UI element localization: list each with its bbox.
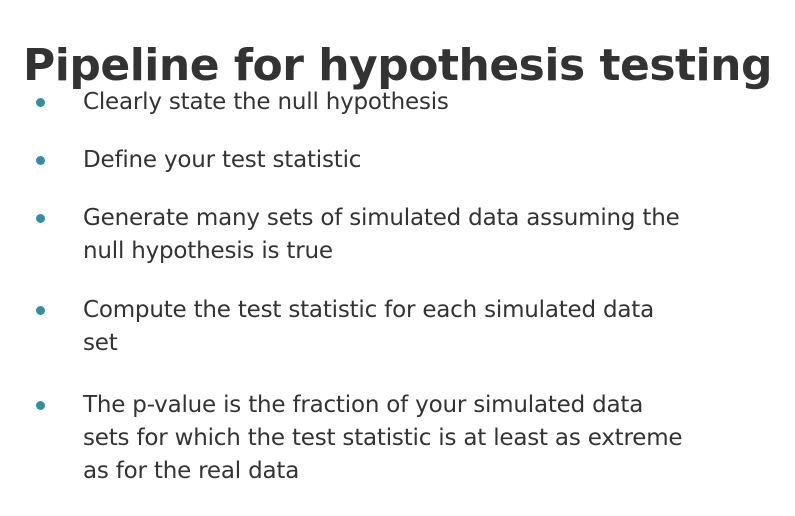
bullet-text: Define your test statistic — [83, 147, 362, 173]
bullet-dot-icon — [36, 98, 45, 107]
bullet-text: The p-value is the fraction of your simu… — [83, 392, 683, 484]
bullet-dot-icon — [36, 306, 45, 315]
bullet-dot-icon — [36, 401, 45, 410]
bullet-text: Generate many sets of simulated data ass… — [83, 205, 680, 264]
bullet-text: Clearly state the null hypothesis — [83, 89, 449, 115]
bullet-dot-icon — [36, 156, 45, 165]
bullet-text: Compute the test statistic for each simu… — [83, 297, 655, 356]
slide-title: Pipeline for hypothesis testing — [23, 40, 772, 92]
bullet-dot-icon — [36, 214, 45, 223]
